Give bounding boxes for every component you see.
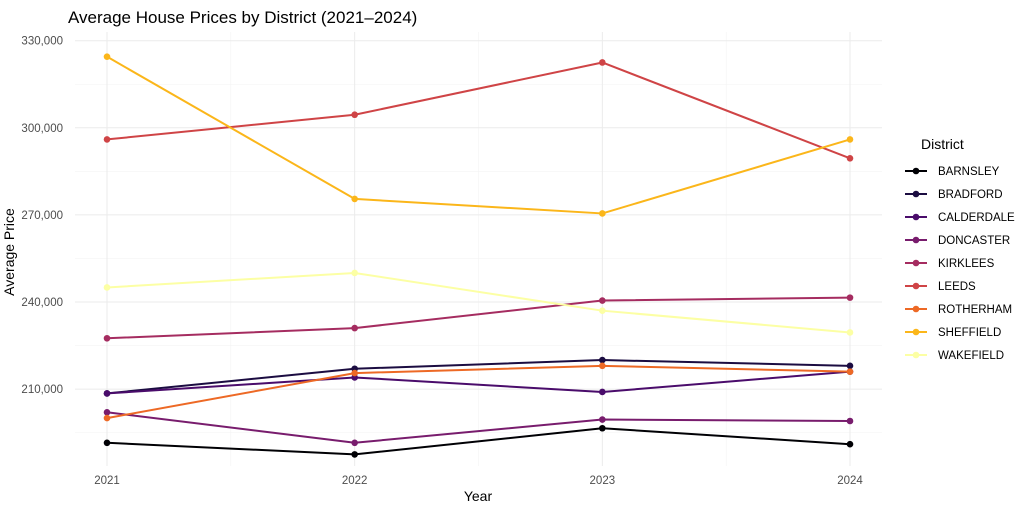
legend-item-calderdale: CALDERDALE <box>905 212 1015 224</box>
legend-key-point <box>912 305 920 313</box>
y-tick-label: 210,000 <box>21 384 63 396</box>
legend-label: BARNSLEY <box>938 166 1000 178</box>
data-point <box>846 440 854 448</box>
legend-label: LEEDS <box>938 281 976 293</box>
y-tick-label: 330,000 <box>21 36 63 48</box>
data-point <box>599 388 606 396</box>
legend-key-point <box>912 351 920 359</box>
legend-key-point <box>912 282 920 290</box>
y-axis-title: Average Price <box>1 208 17 296</box>
series-line <box>106 296 851 340</box>
axes: 2021 2022 2023 2024 210,000 240,000 270,000 300… <box>21 36 863 487</box>
legend-label: ROTHERHAM <box>938 304 1012 316</box>
legend-item-barnsley: BARNSLEY <box>905 166 1000 178</box>
data-point <box>846 294 854 301</box>
data-point <box>846 362 854 370</box>
legend-label: WAKEFIELD <box>938 350 1004 362</box>
data-point <box>351 439 358 447</box>
legend-key-point <box>912 236 920 244</box>
series-doncaster <box>103 408 854 447</box>
y-tick-label: 270,000 <box>21 210 63 222</box>
data-point <box>599 356 606 364</box>
series-layer <box>103 53 854 458</box>
legend-label: CALDERDALE <box>938 212 1015 224</box>
data-point <box>846 136 854 143</box>
legend-item-rotherham: ROTHERHAM <box>905 304 1012 316</box>
series-barnsley <box>103 424 854 458</box>
y-tick-label: 300,000 <box>21 123 63 135</box>
legend-key-point <box>912 213 920 221</box>
legend-item-bradford: BRADFORD <box>905 189 1003 201</box>
series-line <box>106 364 851 420</box>
data-point <box>351 369 358 377</box>
chart-title: Average House Prices by District (2021–2… <box>68 8 417 27</box>
data-point <box>103 408 111 416</box>
data-point <box>103 53 111 60</box>
data-point <box>599 362 606 370</box>
legend-items: BARNSLEY BRADFORD CALDERDALE DONCASTER KIRKL… <box>905 166 1015 362</box>
legend-item-sheffield: SHEFFIELD <box>905 327 1001 339</box>
legend-label: DONCASTER <box>938 235 1010 247</box>
data-point <box>103 284 111 291</box>
data-point <box>103 414 111 422</box>
legend-key-point <box>912 259 920 267</box>
data-point <box>599 297 606 304</box>
data-point <box>599 210 606 217</box>
data-point <box>599 59 606 66</box>
data-point <box>351 111 358 119</box>
series-line <box>106 411 851 444</box>
grid <box>75 32 882 466</box>
legend-item-leeds: LEEDS <box>905 281 976 293</box>
legend-label: SHEFFIELD <box>938 327 1001 339</box>
legend-key-point <box>912 328 920 336</box>
x-tick-label: 2024 <box>837 475 863 487</box>
data-point <box>351 269 358 277</box>
legend-item-doncaster: DONCASTER <box>905 235 1010 247</box>
series-rotherham <box>103 362 854 422</box>
data-point <box>103 334 111 342</box>
x-axis-title: Year <box>464 488 493 504</box>
data-point <box>351 451 358 458</box>
data-point <box>846 417 854 425</box>
series-kirklees <box>103 294 854 342</box>
y-tick-label: 240,000 <box>21 297 63 309</box>
data-point <box>103 136 111 143</box>
series-line <box>106 370 851 395</box>
data-point <box>103 439 111 447</box>
data-point <box>103 390 111 397</box>
data-point <box>846 154 854 162</box>
data-point <box>599 307 606 314</box>
series-wakefield <box>103 269 854 336</box>
series-line <box>106 427 851 456</box>
data-point <box>599 416 606 423</box>
legend-key-point <box>912 190 920 198</box>
data-point <box>846 329 854 336</box>
series-line <box>106 271 851 334</box>
series-sheffield <box>103 53 854 217</box>
data-point <box>351 324 358 332</box>
legend-item-wakefield: WAKEFIELD <box>905 350 1004 362</box>
data-point <box>599 424 606 432</box>
legend-key-point <box>912 167 920 175</box>
legend-label: KIRKLEES <box>938 258 995 270</box>
legend: District BARNSLEY BRADFORD CALDERDALE DONCA… <box>905 136 1015 362</box>
legend-item-kirklees: KIRKLEES <box>905 258 995 270</box>
series-line <box>106 55 851 215</box>
x-tick-label: 2021 <box>94 475 120 487</box>
series-line <box>106 359 851 395</box>
legend-title: District <box>921 136 964 152</box>
data-point <box>351 195 358 203</box>
legend-label: BRADFORD <box>938 189 1003 201</box>
x-tick-label: 2022 <box>342 475 368 487</box>
x-tick-label: 2023 <box>590 475 616 487</box>
data-point <box>846 368 854 375</box>
